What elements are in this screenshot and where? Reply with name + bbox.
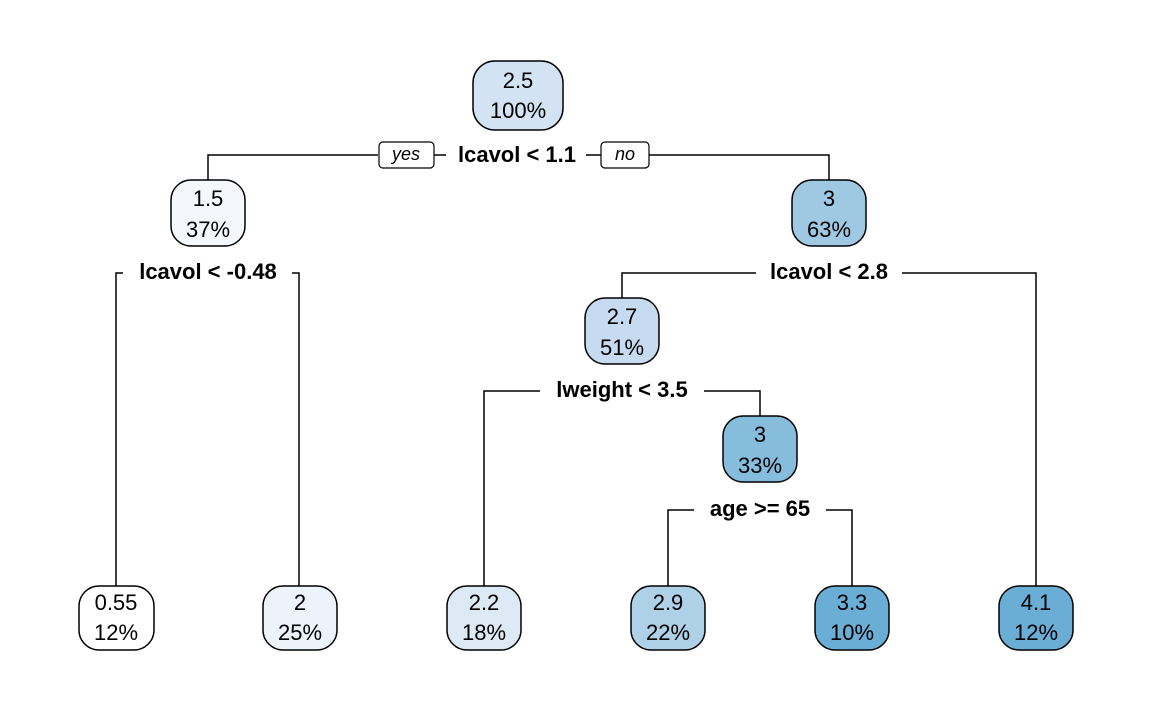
leaf-value: 3.3 [837,590,868,615]
branch-label-yes: yes [378,141,435,169]
edge-root-left [207,154,378,180]
edge-s3-right [902,272,1037,586]
tree-node: 1.5 37% [170,179,246,247]
leaf-percent: 25% [278,620,322,645]
node-value: 1.5 [193,186,224,211]
edge-s2-left [115,272,123,586]
split-label: lcavol < 1.1 [458,142,576,167]
leaf-value: 2 [294,590,306,615]
edge-s3-left [621,272,756,298]
tree-node: 3 33% [722,415,798,483]
tree-node: 3 63% [791,179,867,247]
edge-s4-right [704,390,761,416]
node-percent: 63% [807,217,851,242]
branch-label-yes-text: yes [390,144,420,164]
tree-leaf: 4.1 12% [998,585,1074,651]
leaf-percent: 12% [1014,620,1058,645]
leaf-percent: 22% [646,620,690,645]
split-label: age >= 65 [710,496,810,521]
split-label: lcavol < -0.48 [139,259,277,284]
leaf-percent: 18% [462,620,506,645]
tree-node-root: 2.5 100% [472,60,564,131]
split-label: lweight < 3.5 [556,377,687,402]
tree-edges [115,154,1037,586]
branch-label-no: no [600,141,650,169]
leaf-value: 2.9 [653,590,684,615]
edge-s4-left [483,390,540,586]
split-label: lcavol < 2.8 [770,259,888,284]
node-value: 3 [754,422,766,447]
leaf-value: 2.2 [469,590,500,615]
node-value: 2.5 [503,68,534,93]
leaf-value: 0.55 [95,590,138,615]
tree-leaf: 2.9 22% [630,585,706,651]
edge-s5-right [826,509,853,586]
leaf-value: 4.1 [1021,590,1052,615]
edge-s2-right [292,272,300,586]
leaf-percent: 10% [830,620,874,645]
leaf-percent: 12% [94,620,138,645]
edge-s5-left [667,509,694,586]
branch-label-no-text: no [615,144,635,164]
tree-leaf: 3.3 10% [814,585,890,651]
tree-leaf: 2.2 18% [446,585,522,651]
node-percent: 33% [738,453,782,478]
tree-node: 2.7 51% [584,297,660,365]
tree-leaf: 2 25% [262,585,338,651]
node-value: 3 [823,186,835,211]
tree-leaf: 0.55 12% [78,585,155,651]
edge-root-right [649,154,830,180]
node-percent: 100% [490,98,546,123]
node-value: 2.7 [607,304,638,329]
node-percent: 37% [186,217,230,242]
node-percent: 51% [600,335,644,360]
